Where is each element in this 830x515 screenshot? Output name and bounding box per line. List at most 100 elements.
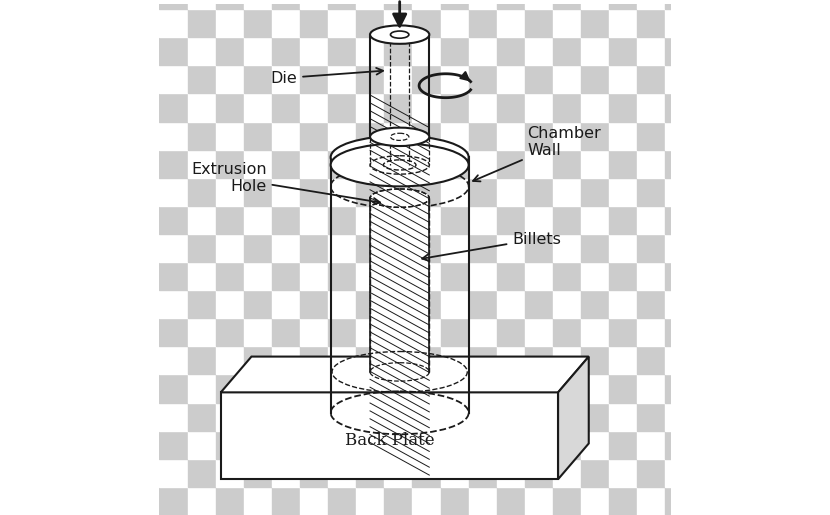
Bar — [694, 93, 721, 122]
Bar — [469, 431, 497, 459]
Bar — [497, 403, 525, 431]
Bar — [609, 403, 637, 431]
Bar — [272, 150, 300, 178]
Bar — [469, 234, 497, 262]
Bar — [609, 262, 637, 290]
Bar — [553, 9, 581, 37]
Bar — [553, 93, 581, 122]
Bar — [244, 65, 272, 93]
Bar — [609, 206, 637, 234]
Bar — [244, 290, 272, 318]
Bar — [244, 9, 272, 37]
Bar — [384, 290, 413, 318]
Bar — [694, 178, 721, 206]
Bar — [328, 374, 356, 403]
Bar — [637, 262, 666, 290]
Bar — [413, 234, 441, 262]
Bar — [159, 290, 188, 318]
Bar — [609, 318, 637, 347]
Bar — [525, 122, 553, 150]
Bar — [384, 459, 413, 487]
Bar — [694, 262, 721, 290]
Bar — [469, 122, 497, 150]
Bar — [553, 290, 581, 318]
Bar — [413, 290, 441, 318]
Bar — [666, 9, 694, 37]
Bar — [666, 234, 694, 262]
Bar — [188, 37, 216, 65]
Bar — [581, 374, 609, 403]
Bar — [609, 347, 637, 374]
Bar — [469, 459, 497, 487]
Bar — [300, 9, 328, 37]
Bar — [666, 403, 694, 431]
Bar — [497, 122, 525, 150]
Bar — [216, 0, 244, 9]
Bar — [328, 37, 356, 65]
Bar — [188, 431, 216, 459]
Ellipse shape — [330, 136, 469, 179]
Bar — [216, 459, 244, 487]
Bar — [694, 65, 721, 93]
Bar — [609, 178, 637, 206]
Bar — [159, 347, 188, 374]
Bar — [637, 0, 666, 9]
Bar — [553, 487, 581, 515]
Bar — [666, 431, 694, 459]
Bar — [525, 65, 553, 93]
Bar — [272, 93, 300, 122]
Bar — [328, 290, 356, 318]
Bar — [581, 234, 609, 262]
Bar — [188, 403, 216, 431]
Bar — [581, 65, 609, 93]
Bar — [384, 122, 413, 150]
Bar — [469, 178, 497, 206]
Bar — [159, 206, 188, 234]
Bar — [553, 459, 581, 487]
Bar — [413, 262, 441, 290]
Bar — [525, 374, 553, 403]
Bar — [413, 318, 441, 347]
Bar — [441, 65, 469, 93]
Bar — [553, 122, 581, 150]
Bar — [469, 0, 497, 9]
Bar — [666, 347, 694, 374]
Bar — [300, 403, 328, 431]
Bar — [188, 374, 216, 403]
Bar — [370, 198, 429, 372]
Bar — [244, 459, 272, 487]
Bar — [188, 234, 216, 262]
Bar — [216, 178, 244, 206]
Text: Extrusion
Hole: Extrusion Hole — [191, 162, 380, 204]
Bar — [609, 459, 637, 487]
Bar — [497, 178, 525, 206]
Bar — [609, 9, 637, 37]
Bar — [525, 37, 553, 65]
Bar — [384, 37, 413, 65]
Bar — [497, 65, 525, 93]
Bar — [553, 431, 581, 459]
Bar — [272, 9, 300, 37]
Bar — [553, 318, 581, 347]
Bar — [581, 0, 609, 9]
Bar — [666, 93, 694, 122]
Bar — [469, 65, 497, 93]
Bar — [525, 487, 553, 515]
Bar — [413, 206, 441, 234]
Bar — [159, 403, 188, 431]
Bar — [159, 374, 188, 403]
Bar — [525, 262, 553, 290]
Bar — [637, 318, 666, 347]
Bar — [609, 65, 637, 93]
Bar — [244, 234, 272, 262]
Bar — [553, 150, 581, 178]
Bar — [609, 374, 637, 403]
Bar — [159, 459, 188, 487]
Bar — [497, 290, 525, 318]
Bar — [272, 347, 300, 374]
Bar — [441, 206, 469, 234]
Bar — [666, 318, 694, 347]
Bar — [384, 487, 413, 515]
Bar — [469, 9, 497, 37]
Bar — [300, 487, 328, 515]
